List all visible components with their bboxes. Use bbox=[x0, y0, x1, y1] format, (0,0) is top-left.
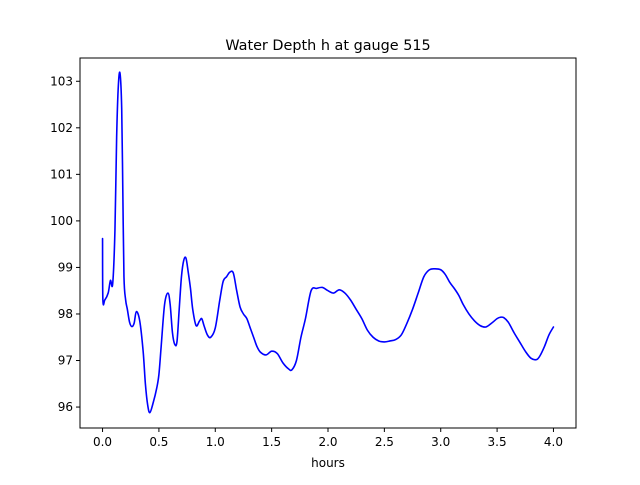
y-tick-label: 101 bbox=[50, 167, 73, 181]
y-tick-label: 99 bbox=[58, 260, 73, 274]
x-tick-label: 2.0 bbox=[318, 435, 337, 449]
x-tick-label: 4.0 bbox=[544, 435, 563, 449]
plot-area bbox=[101, 71, 555, 414]
x-axis-label: hours bbox=[311, 456, 345, 470]
x-tick-label: 3.5 bbox=[488, 435, 507, 449]
x-tick-label: 1.0 bbox=[206, 435, 225, 449]
x-tick-label: 1.5 bbox=[262, 435, 281, 449]
x-tick-label: 0.0 bbox=[93, 435, 112, 449]
chart-title: Water Depth h at gauge 515 bbox=[225, 38, 430, 54]
y-tick-label: 96 bbox=[58, 400, 73, 414]
x-tick-label: 0.5 bbox=[149, 435, 168, 449]
series-line-0 bbox=[101, 71, 555, 414]
y-tick-label: 98 bbox=[58, 307, 73, 321]
y-tick-label: 102 bbox=[50, 121, 73, 135]
x-axis-ticks: 0.0 0.5 1.0 1.5 2.0 2.5 3.0 3.5 4.0 bbox=[93, 428, 563, 449]
y-tick-label: 100 bbox=[50, 214, 73, 228]
x-tick-label: 2.5 bbox=[375, 435, 394, 449]
y-tick-label: 97 bbox=[58, 354, 73, 368]
y-tick-label: 103 bbox=[50, 74, 73, 88]
x-tick-label: 3.0 bbox=[431, 435, 450, 449]
y-axis-ticks: 96 97 98 99 100 101 102 103 bbox=[50, 74, 80, 414]
